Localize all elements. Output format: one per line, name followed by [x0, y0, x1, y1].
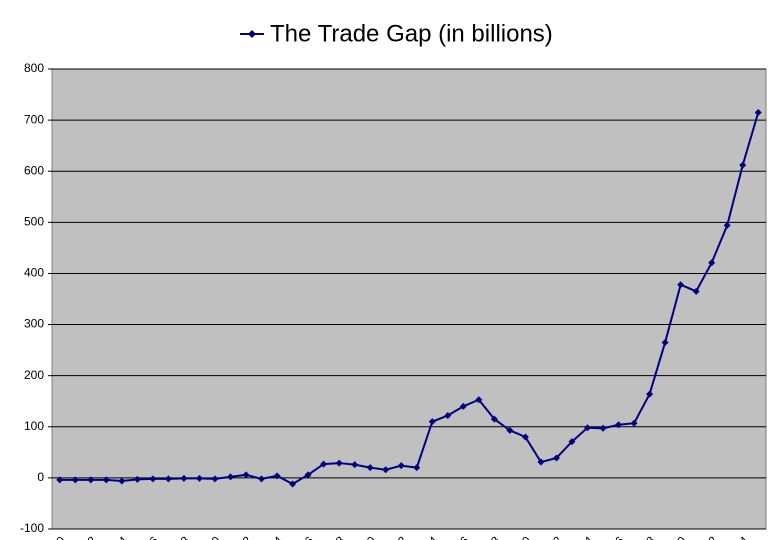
x-tick-label: 2002 [691, 533, 720, 540]
point-marker [459, 402, 467, 410]
x-tick-label: 1990 [505, 533, 534, 540]
point-marker [630, 419, 638, 427]
point-marker [444, 412, 452, 420]
point-marker [739, 161, 747, 169]
x-tick-label: 1988 [474, 533, 503, 540]
point-marker [195, 474, 203, 482]
point-marker [692, 287, 700, 295]
series-line [59, 112, 760, 486]
x-tick-label: 2004 [722, 533, 751, 540]
point-marker [615, 421, 623, 429]
y-tick-label: 400 [24, 266, 44, 280]
point-marker [56, 476, 64, 484]
y-tick-label: 600 [24, 163, 44, 177]
point-marker [428, 418, 436, 426]
point-marker [521, 433, 529, 441]
x-tick-label: 1994 [567, 533, 596, 540]
point-marker [71, 476, 79, 484]
point-marker [723, 221, 731, 229]
x-tick-label: 1982 [381, 533, 410, 540]
point-marker [258, 475, 266, 483]
point-marker [661, 338, 669, 346]
point-marker [351, 461, 359, 469]
point-marker [754, 108, 762, 116]
x-tick-label: 1960 [39, 533, 68, 540]
x-tick-label: 1998 [629, 533, 658, 540]
point-marker [304, 471, 312, 479]
x-tick-label: 1972 [226, 533, 255, 540]
point-marker [289, 480, 297, 488]
x-tick-label: 1986 [443, 533, 472, 540]
point-marker [180, 474, 188, 482]
x-tick-label: 1968 [164, 533, 193, 540]
legend-marker [248, 30, 256, 38]
plot-area [51, 68, 767, 530]
y-tick-label: 100 [24, 419, 44, 433]
point-marker [149, 475, 157, 483]
y-tick-label: 700 [24, 112, 44, 126]
y-tick-label: 200 [24, 368, 44, 382]
point-marker [133, 475, 141, 483]
point-marker [102, 476, 110, 484]
y-tick-label: 500 [24, 215, 44, 229]
legend-label: The Trade Gap (in billions) [270, 20, 553, 47]
x-tick-label: 1992 [536, 533, 565, 540]
point-marker [397, 462, 405, 470]
point-marker [552, 454, 560, 462]
point-marker [599, 424, 607, 432]
point-marker [227, 473, 234, 481]
point-marker [646, 390, 654, 398]
x-tick-label: 1966 [132, 533, 161, 540]
x-tick-label: 1978 [319, 533, 348, 540]
y-tick-label: 300 [24, 317, 44, 331]
point-marker [708, 259, 716, 267]
point-marker [273, 472, 281, 480]
x-tick-label: 2000 [660, 533, 689, 540]
x-tick-label: 1984 [412, 533, 441, 540]
x-tick-label: 1962 [70, 533, 99, 540]
point-marker [242, 471, 250, 479]
point-marker [382, 466, 390, 474]
x-tick-label: 1974 [257, 533, 286, 540]
point-marker [413, 464, 421, 472]
x-tick-label: 1970 [195, 533, 224, 540]
point-marker [537, 458, 545, 466]
y-tick-label: 800 [24, 61, 44, 75]
point-marker [366, 464, 374, 472]
point-marker [506, 426, 514, 434]
point-marker [475, 396, 483, 404]
x-tick-label: 1996 [598, 533, 627, 540]
point-marker [164, 475, 172, 483]
point-marker [677, 281, 685, 289]
x-tick-label: 1964 [101, 533, 130, 540]
x-tick-label: 1976 [288, 533, 317, 540]
point-marker [320, 460, 328, 468]
legend: The Trade Gap (in billions) [240, 20, 553, 47]
point-marker [490, 415, 498, 423]
point-marker [568, 438, 576, 446]
x-tick-label: 1980 [350, 533, 379, 540]
point-marker [335, 459, 343, 467]
y-tick-label: -100 [20, 521, 44, 535]
point-marker [211, 475, 219, 483]
point-marker [118, 477, 126, 485]
y-tick-label: 0 [37, 470, 44, 484]
point-marker [584, 424, 591, 432]
point-marker [87, 476, 95, 484]
